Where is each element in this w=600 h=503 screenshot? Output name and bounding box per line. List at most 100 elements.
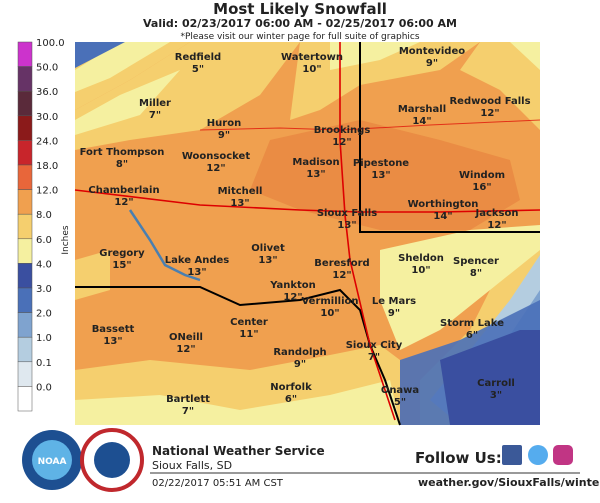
city-name: Woonsocket (182, 151, 250, 162)
city-name: Yankton (269, 280, 316, 291)
city-name: Sioux City (346, 340, 403, 351)
city-amount: 8" (470, 268, 482, 279)
city-name: Storm Lake (440, 318, 504, 329)
city-name: Center (230, 317, 268, 328)
city-amount: 12" (332, 137, 351, 148)
city-name: Huron (207, 118, 241, 129)
legend-label: 1.0 (36, 333, 52, 344)
city-amount: 12" (487, 220, 506, 231)
city-name: Norfolk (270, 382, 312, 393)
legend-label: 3.0 (36, 284, 52, 295)
issued: 02/22/2017 05:51 AM CST (152, 478, 284, 489)
city-amount: 12" (176, 344, 195, 355)
footer: NOAA National Weather Service Sioux Fall… (22, 428, 600, 492)
legend-swatch (17, 66, 33, 92)
city-amount: 7" (149, 110, 161, 121)
facebook-icon[interactable] (502, 445, 522, 465)
legend-swatch (17, 189, 33, 215)
city-labels: Redfield5"Watertown10"Montevideo9"Miller… (80, 46, 531, 417)
city-amount: 12" (480, 108, 499, 119)
city-amount: 6" (285, 394, 297, 405)
city-amount: 3" (490, 390, 502, 401)
city-amount: 13" (258, 255, 277, 266)
city-amount: 12" (283, 292, 302, 303)
city-amount: 13" (337, 220, 356, 231)
agency: National Weather Service (152, 444, 325, 458)
city-name: Worthington (408, 199, 479, 210)
note: *Please visit our winter page for full s… (180, 32, 419, 42)
twitter-icon[interactable] (528, 445, 548, 465)
legend-swatch (17, 312, 33, 338)
city-name: Chamberlain (88, 185, 159, 196)
city-name: Randolph (273, 347, 326, 358)
legend-label: 30.0 (36, 112, 58, 123)
city-amount: 10" (302, 64, 321, 75)
city-name: Sioux Falls (317, 208, 377, 219)
legend-title: Inches (61, 225, 71, 255)
city-amount: 10" (320, 308, 339, 319)
city-amount: 5" (394, 397, 406, 408)
city-name: Onawa (381, 385, 419, 396)
city-amount: 9" (388, 308, 400, 319)
city-amount: 14" (433, 211, 452, 222)
city-name: Jackson (475, 208, 519, 219)
city-name: Vermillion (301, 296, 358, 307)
legend-swatch (17, 213, 33, 240)
legend: 100.0 50.0 36.0 30.0 24.0 18.0 12.0 8.0 6.0 4.0 3.… (17, 38, 71, 412)
city-name: Redfield (175, 52, 221, 63)
city-name: Gregory (99, 248, 145, 259)
city-name: Bartlett (166, 394, 210, 405)
city-name: Watertown (281, 52, 343, 63)
legend-swatch (17, 386, 33, 412)
legend-label: 12.0 (36, 186, 58, 197)
title: Most Likely Snowfall (213, 0, 387, 18)
city-name: Miller (139, 98, 171, 109)
city-amount: 5" (192, 64, 204, 75)
city-amount: 12" (114, 197, 133, 208)
city-name: Windom (459, 170, 505, 181)
city-name: Carroll (477, 378, 515, 389)
instagram-icon[interactable] (553, 445, 573, 465)
valid-time: Valid: 02/23/2017 06:00 AM - 02/25/2017 … (143, 17, 457, 30)
legend-label: 24.0 (36, 136, 58, 147)
legend-label: 100.0 (36, 38, 65, 49)
city-name: Le Mars (372, 296, 416, 307)
legend-label: 4.0 (36, 259, 52, 270)
city-amount: 7" (182, 406, 194, 417)
city-name: Beresford (314, 258, 369, 269)
legend-label: 2.0 (36, 309, 52, 320)
city-amount: 13" (103, 336, 122, 347)
url[interactable]: weather.gov/SiouxFalls/winter (418, 476, 600, 489)
city-name: Montevideo (399, 46, 465, 57)
city-amount: 9" (294, 359, 306, 370)
city-amount: 16" (472, 182, 491, 193)
city-amount: 6" (466, 330, 478, 341)
legend-swatch (17, 263, 33, 289)
city-amount: 9" (426, 58, 438, 69)
city-name: Mitchell (218, 186, 263, 197)
legend-label: 6.0 (36, 235, 52, 246)
city-name: Pipestone (353, 158, 409, 169)
city-name: Sheldon (398, 253, 444, 264)
city-amount: 13" (187, 267, 206, 278)
office: Sioux Falls, SD (152, 459, 232, 472)
legend-swatch (17, 287, 33, 313)
follow-us: Follow Us: (415, 449, 502, 467)
legend-label: 18.0 (36, 161, 58, 172)
city-amount: 10" (411, 265, 430, 276)
city-name: Brookings (314, 125, 371, 136)
legend-swatch (17, 164, 33, 190)
city-amount: 9" (218, 130, 230, 141)
city-amount: 15" (112, 260, 131, 271)
city-amount: 14" (412, 116, 431, 127)
city-name: Bassett (92, 324, 135, 335)
legend-swatch (17, 336, 33, 363)
map (74, 42, 541, 426)
city-amount: 12" (332, 270, 351, 281)
city-amount: 11" (239, 329, 258, 340)
city-amount: 13" (371, 170, 390, 181)
legend-label: 50.0 (36, 63, 58, 74)
city-name: Redwood Falls (449, 96, 530, 107)
city-name: ONeill (169, 332, 203, 343)
legend-label: 0.1 (36, 358, 52, 369)
